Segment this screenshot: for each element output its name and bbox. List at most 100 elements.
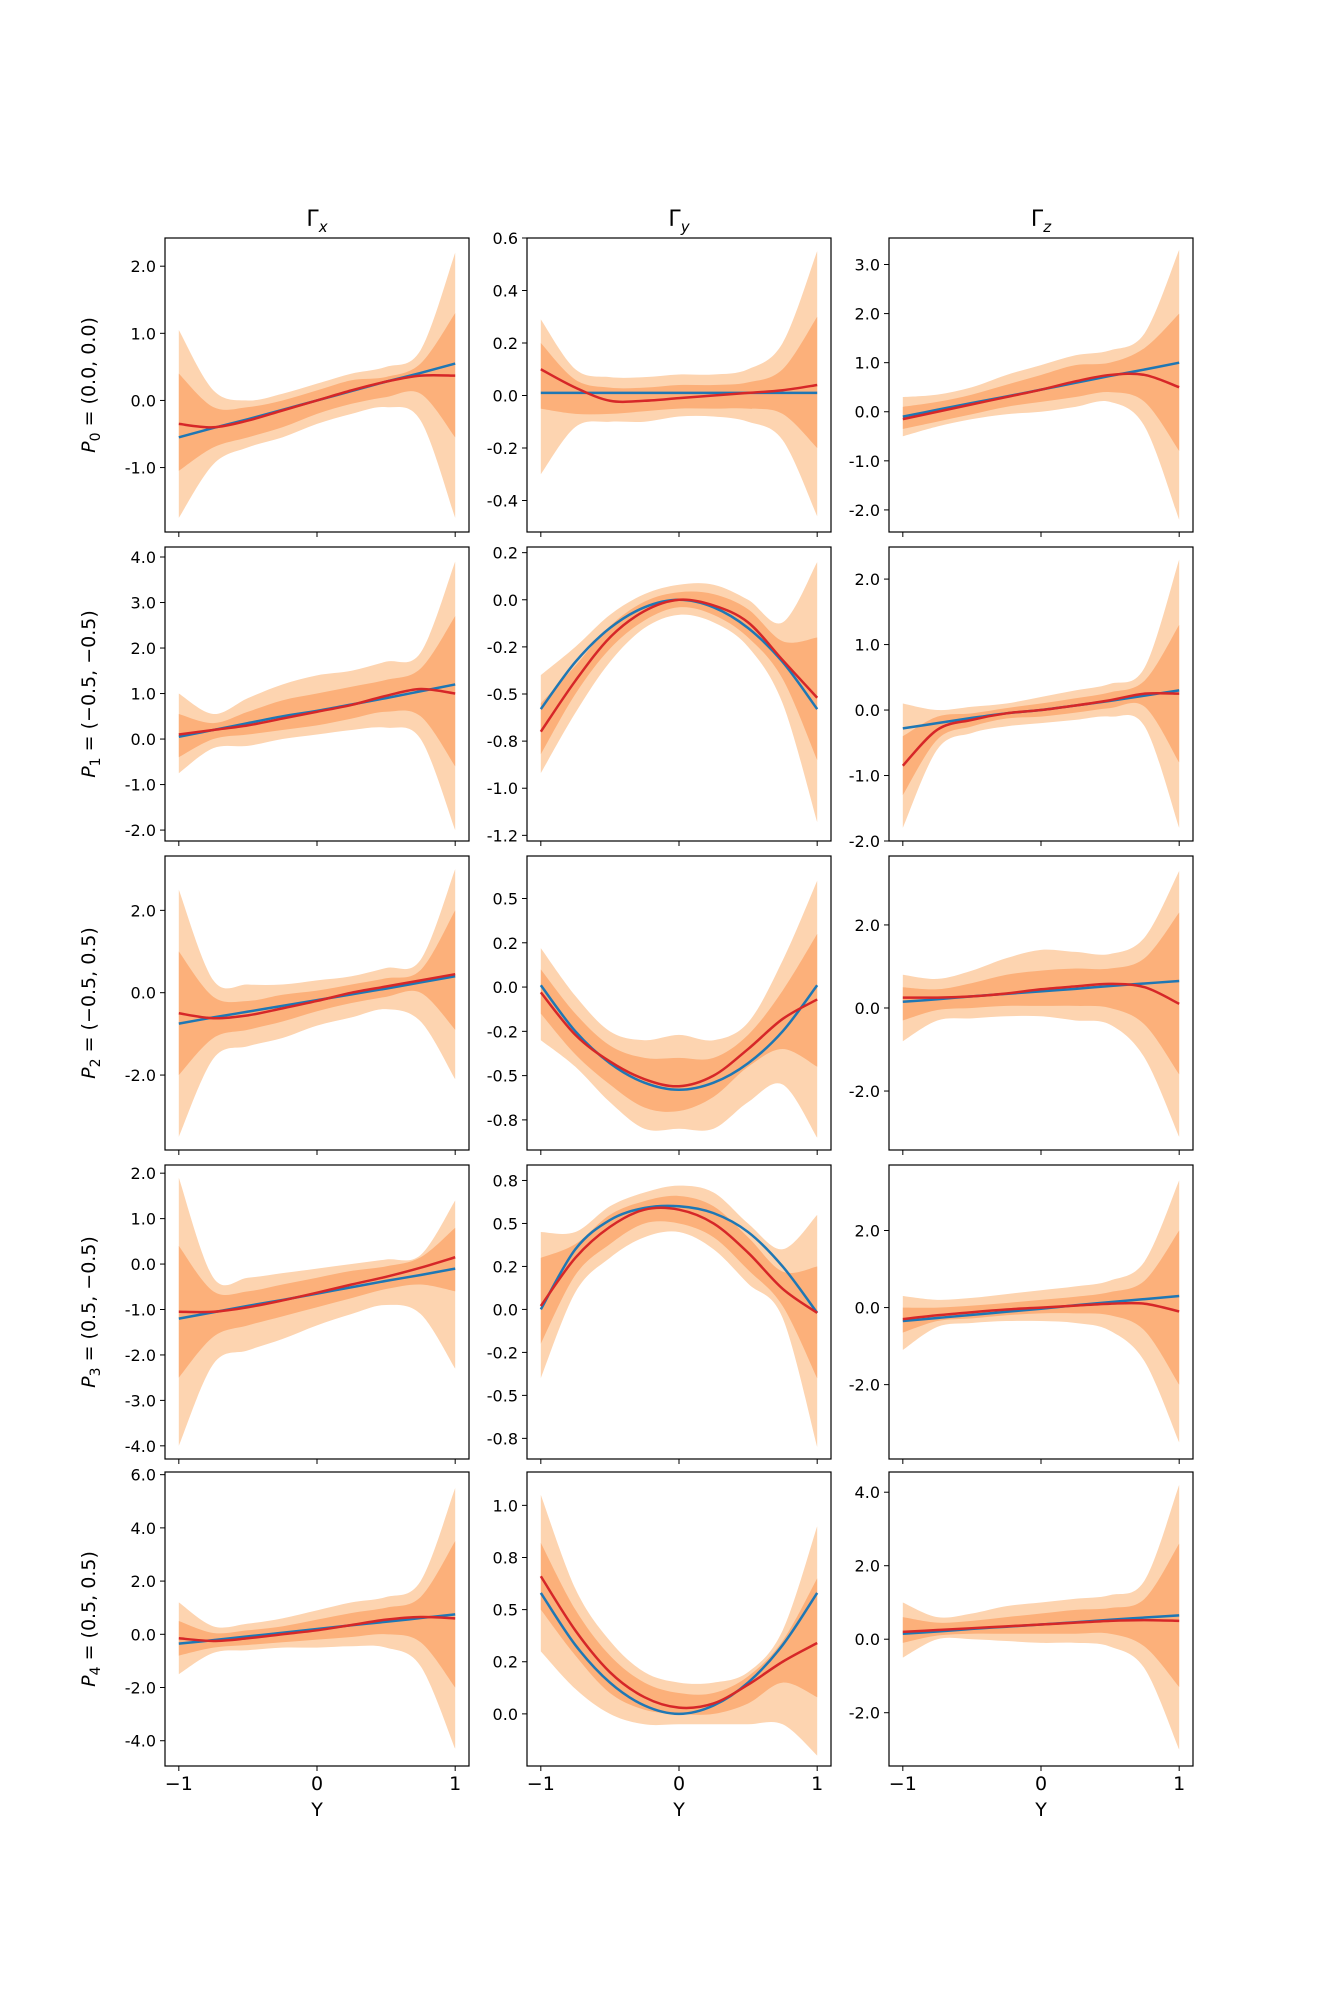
y-tick-label: 2.0 — [131, 901, 156, 920]
x-tick-label: 1 — [811, 1773, 823, 1795]
series-line — [902, 372, 1180, 421]
series-line — [539, 991, 818, 1088]
plot-area — [539, 1185, 819, 1447]
plot-area — [902, 1180, 1180, 1443]
series-line — [178, 972, 456, 1020]
ylabel-post: = (−0.5, 0.5) — [78, 927, 100, 1058]
y-tick-label: 1.0 — [131, 685, 156, 704]
x-tick-label: 1 — [449, 1773, 461, 1795]
x-tick-label: 1 — [1173, 1773, 1185, 1795]
y-tick-label: 4.0 — [131, 1519, 156, 1538]
y-tick-label: -0.8 — [487, 1111, 518, 1130]
ylabel-sub: 2 — [88, 1058, 104, 1067]
y-tick-label: -0.5 — [487, 685, 518, 704]
y-tick-label: -2.0 — [849, 1704, 880, 1723]
y-tick-label: -4.0 — [125, 1437, 156, 1456]
plot-area — [540, 251, 818, 517]
y-tick-label: 0.0 — [855, 1299, 880, 1318]
y-tick-label: -2.0 — [849, 1376, 880, 1395]
y-tick-label: -2.0 — [849, 501, 880, 520]
plot-area — [178, 252, 456, 518]
series-line — [902, 982, 1180, 1005]
title-base: Γ — [668, 207, 681, 232]
plot-area — [902, 1484, 1180, 1750]
y-tick-label: -3.0 — [125, 1391, 156, 1410]
y-tick-label: -1.0 — [487, 779, 518, 798]
uncertainty-band — [902, 1543, 1180, 1687]
y-tick-label: 4.0 — [131, 548, 156, 567]
y-tick-label: 0.0 — [855, 701, 880, 720]
y-tick-label: -2.0 — [849, 832, 880, 851]
y-tick-label: 0.0 — [131, 730, 156, 749]
y-axis-label: P4 = (0.5, 0.5) — [78, 1551, 104, 1687]
y-tick-label: 1.0 — [855, 354, 880, 373]
plot-area — [178, 1177, 456, 1446]
y-tick-label: 2.0 — [131, 257, 156, 276]
y-tick-label: -2.0 — [125, 1679, 156, 1698]
y-tick-label: 0.0 — [493, 978, 518, 997]
y-tick-label: 0.0 — [493, 1300, 518, 1319]
y-tick-label: 2.0 — [131, 1164, 156, 1183]
plot-area — [539, 1494, 819, 1756]
y-tick-label: -0.8 — [487, 1429, 518, 1448]
title-sub: x — [318, 218, 328, 236]
ylabel-pre: P — [78, 1675, 100, 1687]
ylabel-post: = (0.5, −0.5) — [78, 1236, 100, 1367]
plot-area — [178, 869, 456, 1137]
y-tick-label: 0.6 — [493, 229, 518, 248]
uncertainty-band — [540, 251, 818, 517]
series-line — [178, 687, 456, 736]
ylabel-post: = (0.5, 0.5) — [78, 1551, 100, 1666]
y-tick-label: 0.0 — [131, 984, 156, 1003]
y-tick-label: -1.0 — [125, 776, 156, 795]
plot-area — [901, 559, 1180, 828]
uncertainty-band — [178, 1177, 456, 1446]
y-tick-label: -2.0 — [125, 821, 156, 840]
y-tick-label: 0.2 — [493, 334, 518, 353]
y-tick-label: 2.0 — [131, 1572, 156, 1591]
y-tick-label: -1.2 — [487, 826, 518, 845]
y-tick-label: 6.0 — [131, 1466, 156, 1485]
x-axis-label: Y — [310, 1799, 323, 1821]
y-tick-label: 0.0 — [493, 591, 518, 610]
uncertainty-band — [178, 252, 456, 518]
y-tick-label: 0.0 — [131, 1255, 156, 1274]
y-tick-label: -0.5 — [487, 1067, 518, 1086]
series-line — [178, 1613, 456, 1645]
title-base: Γ — [306, 207, 319, 232]
y-tick-label: 3.0 — [855, 256, 880, 275]
series-line — [178, 373, 456, 429]
series-line — [539, 984, 819, 1092]
ylabel-pre: P — [78, 766, 100, 778]
series-line — [902, 1301, 1180, 1321]
series-line — [901, 691, 1180, 767]
plot-area — [539, 562, 819, 823]
plot-area — [902, 249, 1180, 520]
uncertainty-band — [540, 933, 818, 1112]
uncertainty-band — [902, 912, 1180, 1075]
uncertainty-band — [178, 616, 456, 767]
uncertainty-band — [178, 1541, 456, 1688]
ylabel-sub: 1 — [88, 757, 104, 766]
series-line — [539, 598, 819, 733]
uncertainty-band — [902, 313, 1180, 452]
y-tick-label: 2.0 — [855, 305, 880, 324]
plot-area — [902, 870, 1180, 1137]
title-base: Γ — [1031, 207, 1044, 232]
y-tick-label: 4.0 — [855, 1483, 880, 1502]
y-tick-label: -2.0 — [125, 1066, 156, 1085]
uncertainty-band — [540, 591, 818, 760]
x-tick-label: 0 — [1035, 1773, 1047, 1795]
y-tick-label: 0.4 — [493, 282, 518, 301]
series-line — [539, 1204, 819, 1314]
y-tick-label: 0.0 — [855, 403, 880, 422]
title-sub: z — [1042, 218, 1052, 236]
y-axis-label: P1 = (−0.5, −0.5) — [78, 610, 104, 778]
y-tick-label: 0.0 — [131, 1625, 156, 1644]
y-tick-label: 0.8 — [493, 1171, 518, 1190]
y-tick-label: 2.0 — [131, 639, 156, 658]
y-tick-label: 0.8 — [493, 1548, 518, 1567]
y-axis-label: P2 = (−0.5, 0.5) — [78, 927, 104, 1079]
series-line — [178, 1615, 456, 1643]
